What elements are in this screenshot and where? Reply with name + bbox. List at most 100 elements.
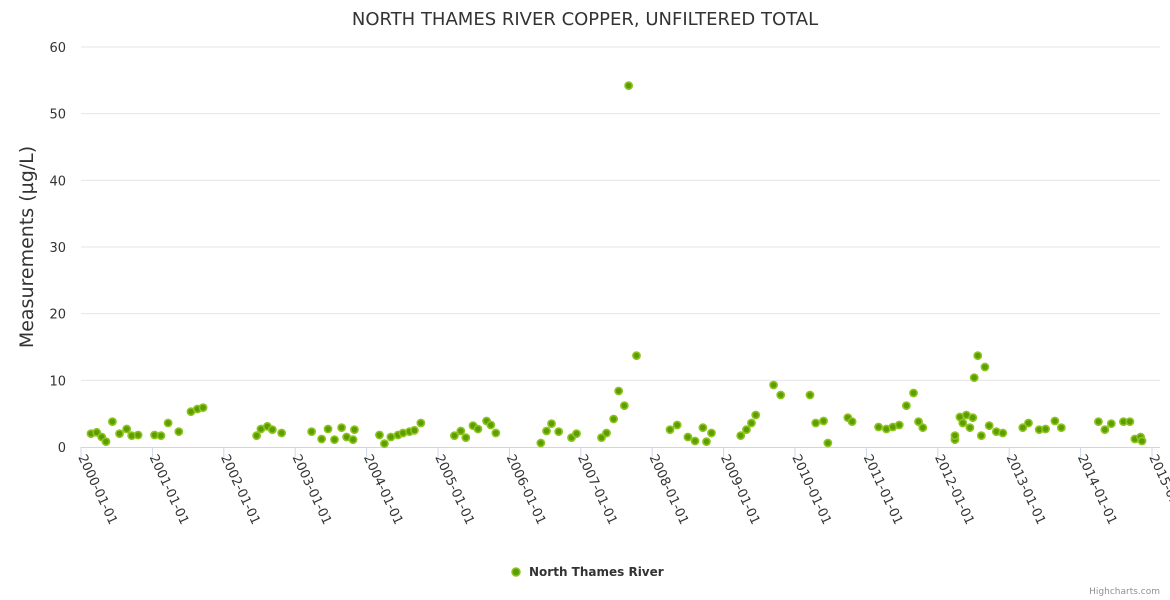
- data-point[interactable]: [277, 428, 287, 438]
- data-point[interactable]: [1100, 425, 1110, 435]
- data-point[interactable]: [909, 388, 918, 398]
- data-point[interactable]: [198, 403, 208, 413]
- credits-link[interactable]: Highcharts.com: [1089, 587, 1160, 597]
- data-point[interactable]: [984, 421, 994, 431]
- legend-item[interactable]: North Thames River: [511, 565, 664, 579]
- data-point[interactable]: [602, 428, 611, 438]
- data-point[interactable]: [736, 431, 746, 441]
- y-tick-label: 60: [49, 41, 66, 56]
- data-point[interactable]: [609, 414, 619, 424]
- data-point[interactable]: [702, 437, 711, 447]
- x-tick-label: 2006-01-01: [503, 452, 549, 527]
- data-point[interactable]: [1094, 417, 1103, 427]
- data-point[interactable]: [632, 351, 641, 361]
- data-point[interactable]: [133, 430, 143, 440]
- data-point[interactable]: [980, 362, 990, 372]
- data-point[interactable]: [572, 429, 581, 439]
- data-point[interactable]: [619, 401, 629, 411]
- data-point[interactable]: [163, 418, 173, 428]
- data-point[interactable]: [156, 431, 166, 441]
- data-point[interactable]: [847, 417, 857, 427]
- data-point[interactable]: [914, 417, 923, 427]
- x-tick-label: 2007-01-01: [574, 452, 620, 527]
- data-point[interactable]: [1018, 423, 1028, 433]
- x-tick-label: 2015-01-01: [1145, 452, 1170, 527]
- data-point[interactable]: [350, 425, 359, 435]
- data-point[interactable]: [776, 390, 786, 400]
- data-point[interactable]: [614, 386, 624, 396]
- y-tick-label: 30: [49, 241, 66, 256]
- y-tick-label: 20: [49, 308, 66, 323]
- data-point[interactable]: [805, 390, 815, 400]
- data-point[interactable]: [1050, 416, 1060, 426]
- data-point[interactable]: [1106, 419, 1116, 429]
- data-point[interactable]: [998, 428, 1008, 438]
- data-point[interactable]: [456, 426, 466, 436]
- data-point[interactable]: [1137, 436, 1147, 446]
- data-point[interactable]: [542, 426, 551, 436]
- data-point[interactable]: [416, 418, 426, 428]
- x-tick-label: 2010-01-01: [788, 452, 834, 527]
- data-point[interactable]: [969, 373, 979, 383]
- data-point[interactable]: [323, 424, 333, 434]
- data-point[interactable]: [1125, 417, 1135, 427]
- data-point[interactable]: [823, 438, 833, 448]
- x-axis: 2000-01-01 2001-01-01 2002-01-01 2003-01-01…: [74, 447, 1170, 527]
- data-point[interactable]: [1041, 424, 1051, 434]
- x-tick-label: 2004-01-01: [360, 452, 406, 527]
- data-point[interactable]: [307, 427, 317, 437]
- data-point[interactable]: [698, 423, 708, 433]
- data-point[interactable]: [672, 420, 682, 430]
- data-point[interactable]: [747, 418, 756, 428]
- data-point[interactable]: [536, 438, 546, 448]
- data-point[interactable]: [901, 401, 911, 411]
- x-tick-label: 2005-01-01: [431, 452, 477, 527]
- data-point[interactable]: [473, 424, 483, 434]
- data-point[interactable]: [174, 427, 184, 437]
- data-point[interactable]: [707, 428, 716, 438]
- y-tick-label: 0: [58, 441, 66, 456]
- data-point[interactable]: [491, 428, 501, 438]
- data-point[interactable]: [1056, 423, 1066, 433]
- data-point[interactable]: [918, 423, 928, 433]
- data-point[interactable]: [973, 351, 983, 361]
- data-point[interactable]: [410, 425, 419, 435]
- data-point[interactable]: [108, 417, 117, 427]
- data-point[interactable]: [894, 420, 904, 430]
- data-point[interactable]: [122, 424, 132, 434]
- data-point[interactable]: [811, 418, 821, 428]
- data-point[interactable]: [690, 436, 700, 446]
- data-point[interactable]: [1024, 418, 1033, 428]
- data-point[interactable]: [819, 416, 828, 426]
- data-point[interactable]: [683, 432, 693, 442]
- data-point[interactable]: [337, 423, 347, 433]
- data-point[interactable]: [751, 410, 761, 420]
- data-point[interactable]: [267, 425, 277, 435]
- data-point[interactable]: [252, 431, 262, 441]
- data-point[interactable]: [330, 435, 339, 445]
- data-point[interactable]: [317, 434, 327, 444]
- data-point[interactable]: [348, 435, 358, 445]
- data-point[interactable]: [965, 423, 975, 433]
- data-point[interactable]: [101, 437, 111, 447]
- data-point[interactable]: [742, 425, 751, 435]
- data-point[interactable]: [461, 433, 471, 443]
- data-point[interactable]: [486, 420, 496, 430]
- data-point[interactable]: [554, 427, 564, 437]
- y-tick-label: 50: [49, 108, 66, 123]
- data-point[interactable]: [665, 425, 675, 435]
- data-point[interactable]: [375, 430, 384, 440]
- data-point[interactable]: [968, 413, 978, 423]
- data-point[interactable]: [874, 422, 883, 432]
- data-point[interactable]: [769, 380, 778, 390]
- data-point[interactable]: [976, 431, 986, 441]
- data-point[interactable]: [450, 431, 459, 441]
- x-tick-label: 2012-01-01: [931, 452, 977, 527]
- data-point[interactable]: [547, 419, 556, 429]
- data-point[interactable]: [115, 429, 124, 439]
- data-point[interactable]: [624, 81, 634, 91]
- data-point[interactable]: [958, 418, 968, 428]
- data-point[interactable]: [386, 432, 396, 442]
- data-point[interactable]: [950, 431, 960, 441]
- data-point[interactable]: [380, 439, 389, 449]
